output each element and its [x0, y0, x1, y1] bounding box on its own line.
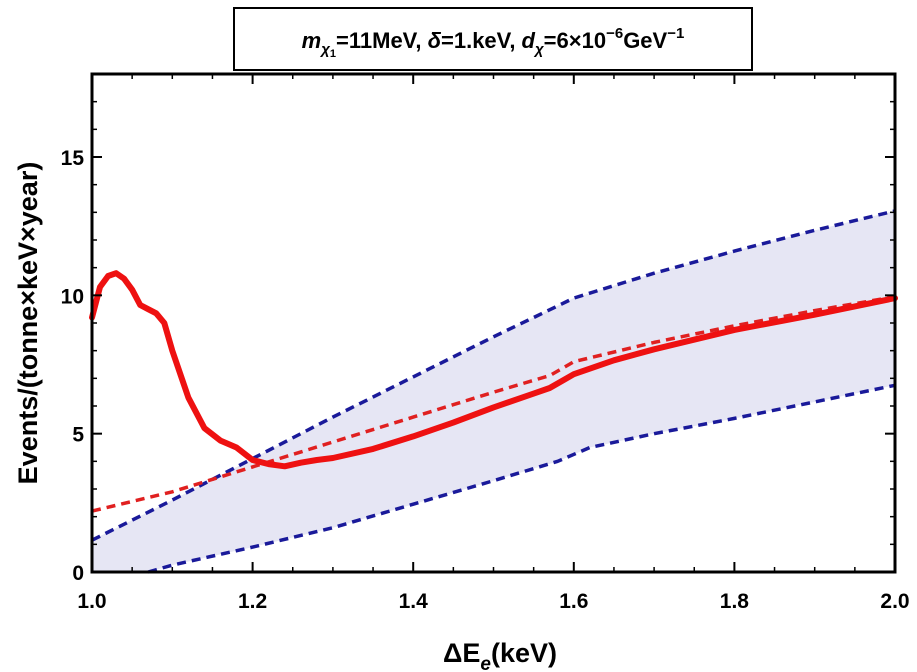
title-box: [233, 7, 753, 71]
series-background-model: [91, 294, 896, 513]
x-tick-label: 1.0: [77, 590, 106, 613]
series-lower-band: [147, 383, 896, 574]
series-signal-plus-background: [89, 270, 898, 470]
x-tick-label: 2.0: [880, 590, 909, 613]
x-tick-label: 1.4: [399, 590, 429, 613]
x-tick-label: 1.8: [720, 590, 750, 613]
x-axis-label: ΔEe(keV): [443, 638, 557, 672]
y-tick-label: 15: [61, 147, 85, 170]
title-text: mχ1=11MeV, δ=1.keV, dχ=6×10−6GeV−1: [302, 25, 685, 60]
chart-title: mχ1=11MeV, δ=1.keV, dχ=6×10−6GeV−1: [233, 7, 753, 71]
y-tick-label: 10: [61, 285, 84, 308]
y-tick-label: 5: [72, 424, 84, 447]
series-layer: [89, 209, 898, 574]
y-axis-label: Events/(tonne×keV×year): [13, 162, 43, 485]
x-tick-label: 1.2: [238, 590, 267, 613]
y-tick-label: 0: [72, 562, 84, 585]
ticks-layer: 1.0 1.2 1.4 1.6 1.8 2.0 0 5 10 15: [61, 73, 910, 613]
x-tick-label: 1.6: [559, 590, 588, 613]
confidence-band-area: [92, 210, 895, 572]
series-upper-band: [91, 209, 896, 542]
